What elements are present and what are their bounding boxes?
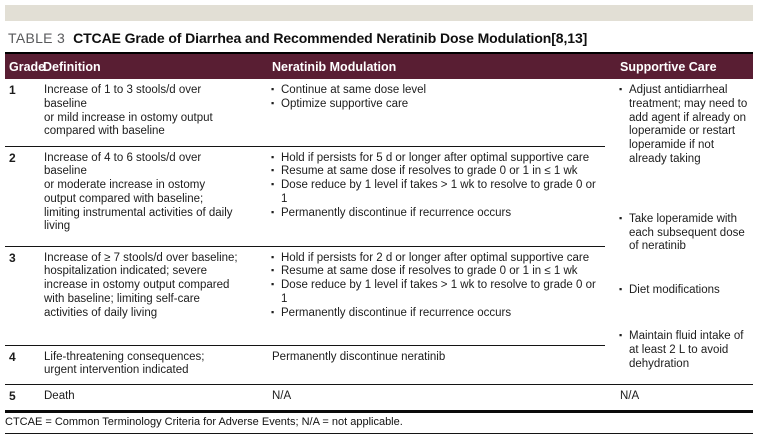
page-top-accent-bar xyxy=(5,5,753,21)
header-cell-grade: Grade xyxy=(9,59,46,74)
bullet-item: Hold if persists for 2 d or longer after… xyxy=(271,251,599,266)
ctcae-table-container: Grade Definition Neratinib Modulation Su… xyxy=(5,52,753,434)
bullet-item: Maintain fluid intake of at least 2 L to… xyxy=(619,329,749,371)
grade-cell: 5 xyxy=(5,384,43,413)
modulation-list: Hold if persists for 2 d or longer after… xyxy=(271,251,599,321)
table-row-grade-1: 1 Increase of 1 to 3 stools/d over basel… xyxy=(5,79,753,386)
header-cell-definition: Definition xyxy=(43,59,101,74)
modulation-cell: Continue at same dose level Optimize sup… xyxy=(258,79,605,147)
grade-cell: 3 xyxy=(5,246,43,346)
bullet-item: Dose reduce by 1 level if takes > 1 wk t… xyxy=(271,178,599,207)
table-title-text: CTCAE Grade of Diarrhea and Recommended … xyxy=(73,30,588,46)
modulation-list: Hold if persists for 5 d or longer after… xyxy=(271,151,599,221)
table-row-grade-4: 4 Life-threatening consequences; urgent … xyxy=(5,345,753,386)
definition-text: Life-threatening consequences; urgent in… xyxy=(44,350,205,377)
header-cell-supportive-care: Supportive Care xyxy=(620,59,717,74)
table-row-grade-2: 2 Increase of 4 to 6 stools/d over basel… xyxy=(5,146,753,247)
grade-cell: 1 xyxy=(5,79,43,147)
bullet-item: Adjust antidiarrheal treatment; may need… xyxy=(619,83,749,167)
grade-cell: 4 xyxy=(5,345,43,386)
bullet-item: Permanently discontinue if recurrence oc… xyxy=(271,206,599,221)
grade-cell: 2 xyxy=(5,146,43,247)
table-footnote: CTCAE = Common Terminology Criteria for … xyxy=(5,413,753,434)
definition-cell: Death xyxy=(43,384,258,413)
definition-text: Increase of 4 to 6 stools/d over baselin… xyxy=(44,151,202,178)
supportive-care-cell: Adjust antidiarrheal treatment; may need… xyxy=(605,79,753,386)
modulation-cell: N/A xyxy=(258,384,605,413)
supportive-care-list: Adjust antidiarrheal treatment; may need… xyxy=(619,83,749,371)
definition-cell: Life-threatening consequences; urgent in… xyxy=(43,345,258,386)
bullet-item: Permanently discontinue if recurrence oc… xyxy=(271,306,599,321)
definition-text: Increase of ≥ 7 stools/d over baseline; … xyxy=(44,251,238,319)
supportive-care-text: N/A xyxy=(620,390,640,403)
table-title: TABLE 3 CTCAE Grade of Diarrhea and Recom… xyxy=(8,30,587,46)
ctcae-diarrhea-table: Grade Definition Neratinib Modulation Su… xyxy=(5,52,753,413)
table-header-row: Grade Definition Neratinib Modulation Su… xyxy=(5,53,753,79)
definition-cell: Increase of ≥ 7 stools/d over baseline; … xyxy=(43,246,258,346)
definition-cell: Increase of 1 to 3 stools/d over baselin… xyxy=(43,79,258,147)
bullet-item: Diet modifications xyxy=(619,283,749,298)
table-row-grade-5: 5 Death N/A N/A xyxy=(5,384,753,413)
bullet-item: Continue at same dose level xyxy=(271,83,599,98)
modulation-cell: Hold if persists for 5 d or longer after… xyxy=(258,146,605,247)
table-number-label: TABLE 3 xyxy=(8,30,66,46)
supportive-care-cell: N/A xyxy=(605,384,753,413)
modulation-text: Permanently discontinue neratinib xyxy=(272,350,446,363)
modulation-cell: Hold if persists for 2 d or longer after… xyxy=(258,246,605,346)
definition-text: or moderate increase in ostomy output co… xyxy=(44,179,233,233)
definition-text: Increase of 1 to 3 stools/d over baselin… xyxy=(44,84,202,110)
bullet-item: Resume at same dose if resolves to grade… xyxy=(271,164,599,179)
definition-text: or mild increase in ostomy output compar… xyxy=(44,111,213,138)
definition-text: Death xyxy=(44,390,75,403)
bullet-item: Hold if persists for 5 d or longer after… xyxy=(271,151,599,166)
modulation-list: Continue at same dose level Optimize sup… xyxy=(271,83,599,112)
definition-cell: Increase of 4 to 6 stools/d over baselin… xyxy=(43,146,258,247)
bullet-item: Resume at same dose if resolves to grade… xyxy=(271,264,599,279)
header-cell-neratinib-modulation: Neratinib Modulation xyxy=(272,59,397,74)
bullet-item: Take loperamide with each subsequent dos… xyxy=(619,212,749,254)
modulation-cell: Permanently discontinue neratinib xyxy=(258,345,605,386)
table-row-grade-3: 3 Increase of ≥ 7 stools/d over baseline… xyxy=(5,246,753,346)
modulation-text: N/A xyxy=(272,390,292,403)
bullet-item: Dose reduce by 1 level if takes > 1 wk t… xyxy=(271,278,599,307)
bullet-item: Optimize supportive care xyxy=(271,97,599,112)
